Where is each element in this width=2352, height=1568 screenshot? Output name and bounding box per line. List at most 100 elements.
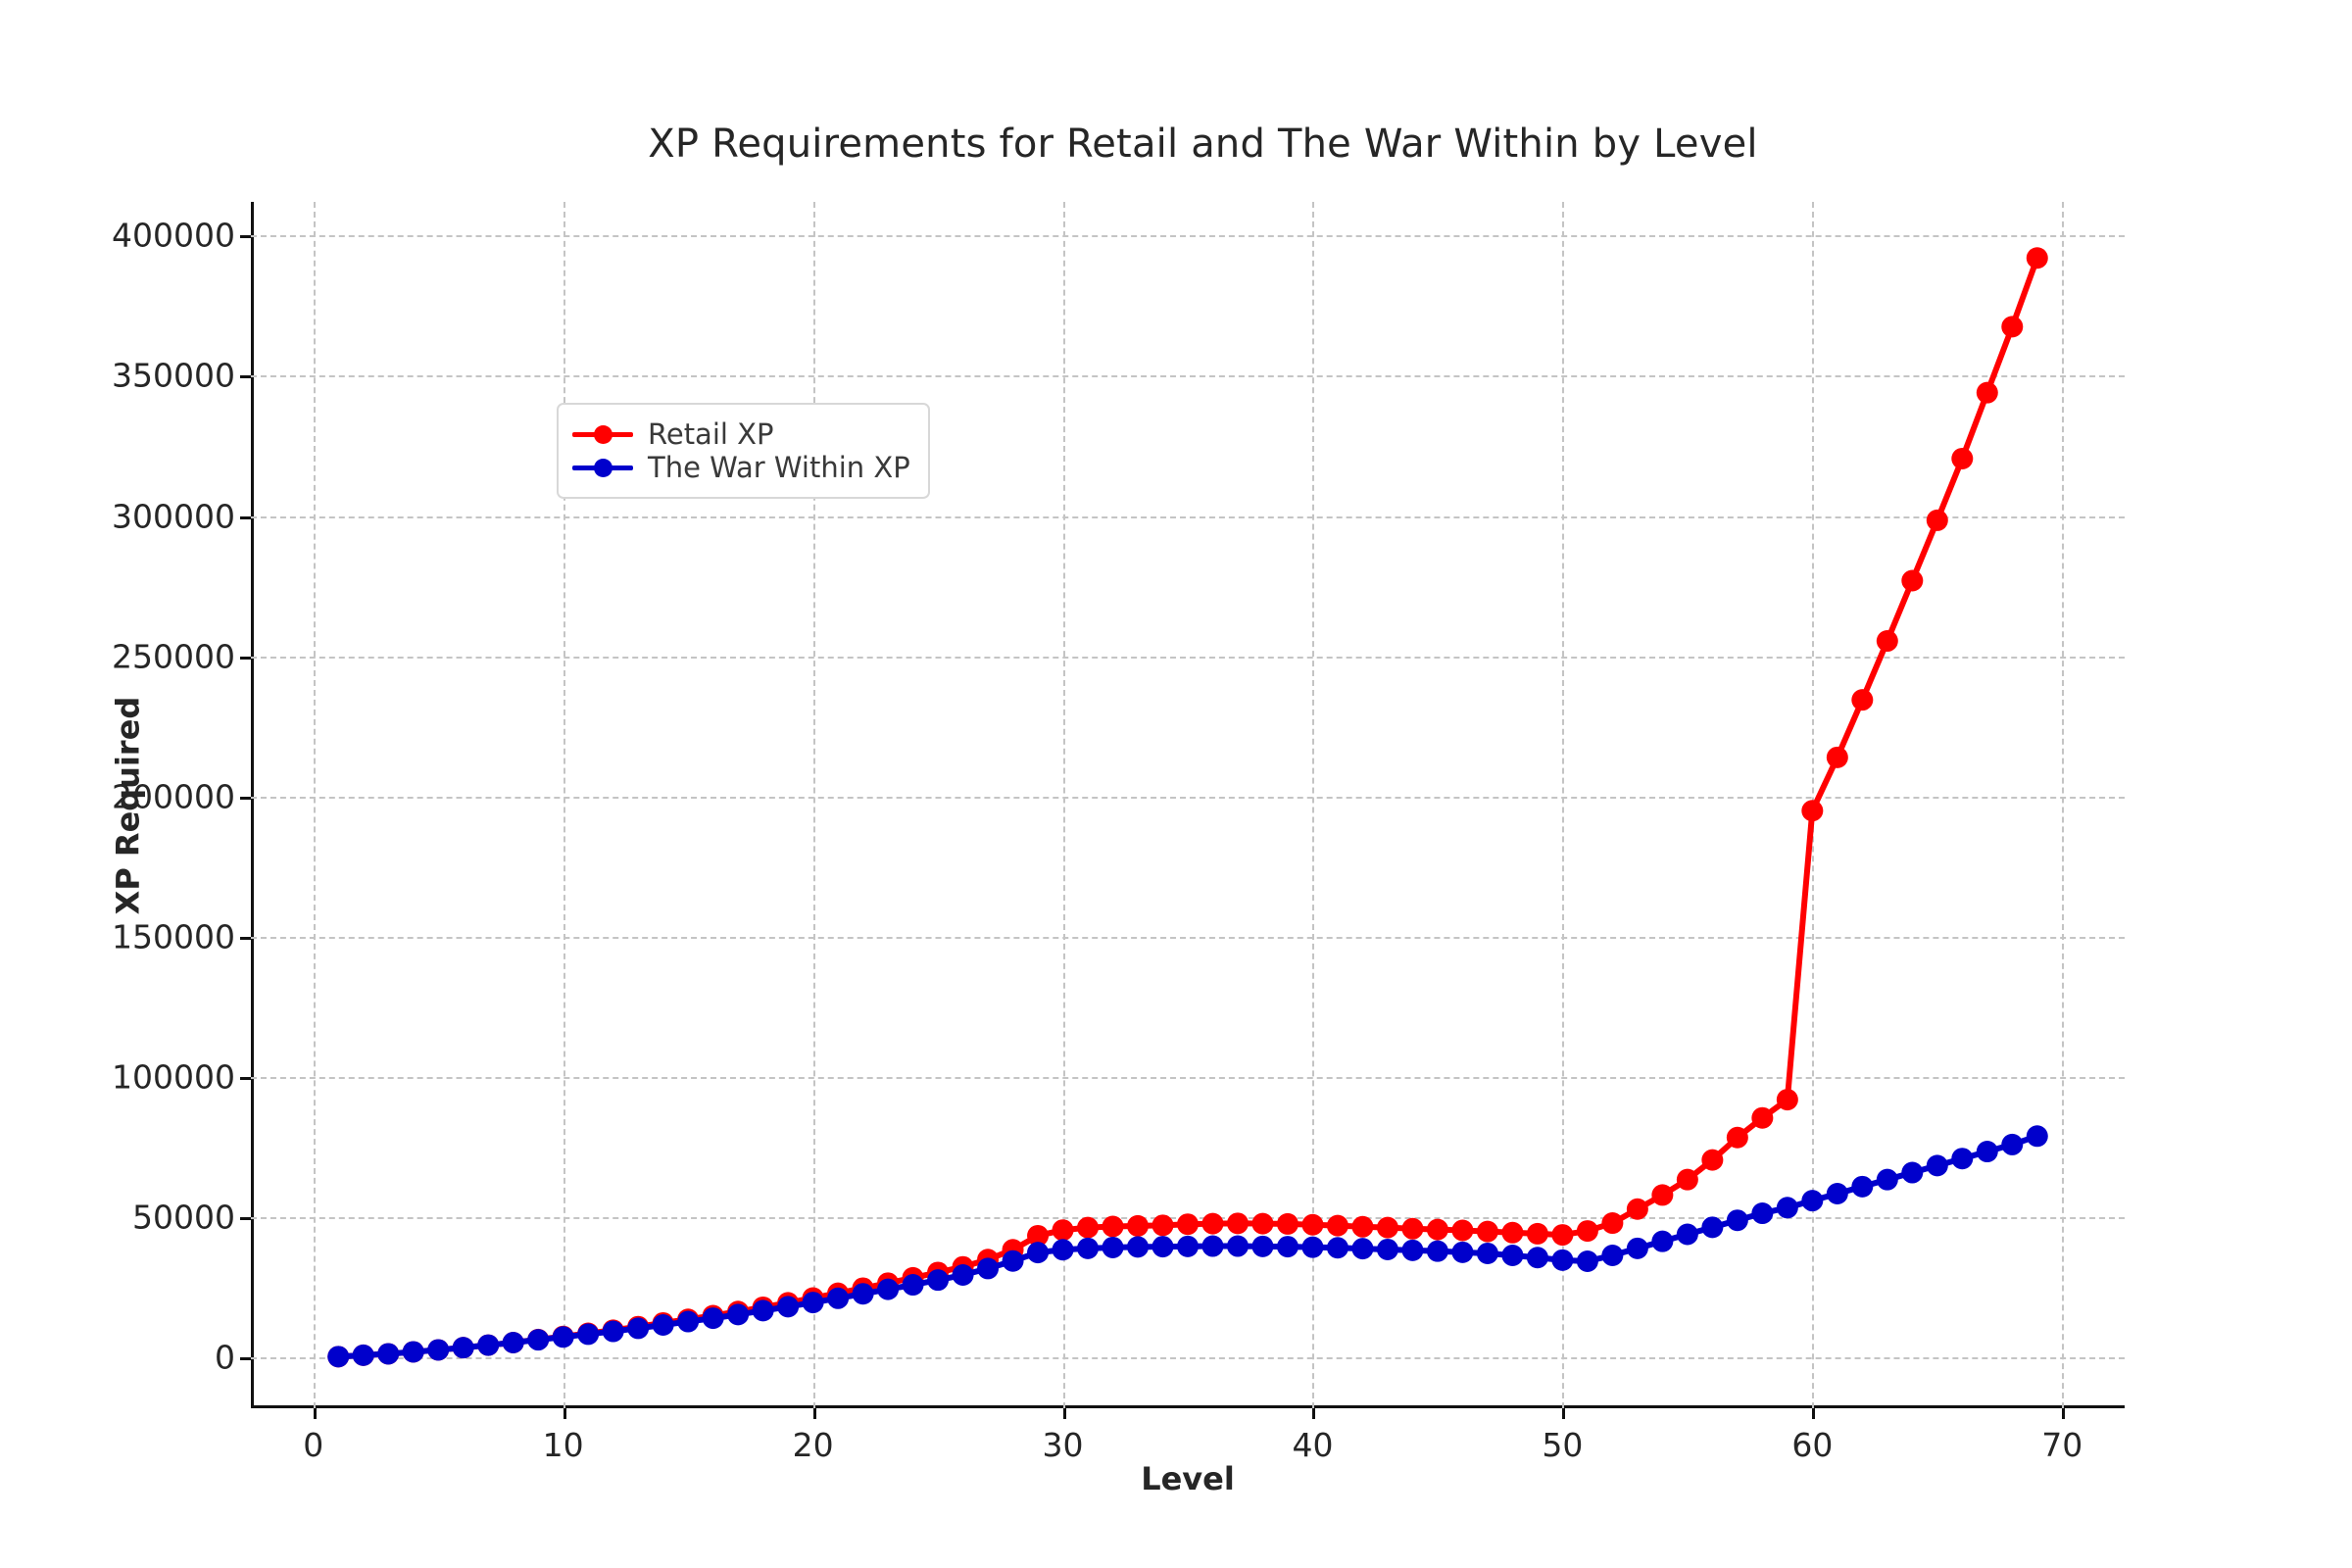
x-axis-spine [251,1405,2125,1408]
data-point [2001,1133,2024,1155]
x-axis-label: Level [1141,1460,1235,1497]
data-point [1751,1202,1774,1225]
data-point [702,1307,724,1330]
data-point [1301,1213,1324,1236]
data-point [1451,1241,1474,1263]
data-point [1576,1220,1598,1243]
data-point [377,1343,400,1365]
data-point [1626,1237,1648,1259]
data-point [977,1257,1000,1280]
data-point [952,1264,974,1287]
y-tick-label: 200000 [112,777,235,816]
data-point [1726,1126,1748,1149]
data-point [1077,1216,1100,1239]
x-tick-mark [2062,1408,2066,1419]
x-tick-label: 30 [1042,1426,1084,1464]
data-point [1376,1238,1398,1260]
data-point [1027,1224,1050,1247]
plot-area: 0 50000 100000 150000 200000 250000 300000 3500… [112,202,2125,1464]
y-tick-label: 250000 [112,637,235,676]
data-point [1776,1197,1798,1219]
data-point [1127,1214,1150,1237]
data-point [602,1320,624,1343]
y-tick-label: 300000 [112,497,235,536]
data-point [502,1332,524,1354]
data-point [1052,1239,1074,1261]
data-point [477,1334,500,1356]
legend-swatch-icon [572,457,633,478]
y-tick-mark [240,656,251,660]
legend-item[interactable]: The War Within XP [572,451,910,484]
data-point [1926,509,1948,531]
data-point [1077,1237,1100,1259]
data-point [1801,800,1824,822]
y-axis-spine [251,202,254,1408]
data-point [1351,1238,1374,1260]
data-point [777,1296,800,1318]
x-tick-label: 70 [2041,1426,2083,1464]
chart-legend: Retail XP The War Within XP [557,403,930,499]
data-point [1152,1236,1174,1258]
data-point [352,1344,374,1366]
x-tick-mark [812,1408,816,1419]
x-tick-mark [1312,1408,1316,1419]
data-point [1876,1168,1898,1191]
data-point [652,1313,674,1336]
chart-title: XP Requirements for Retail and The War W… [648,122,1758,167]
data-point [1102,1236,1124,1258]
y-tick-mark [240,1217,251,1221]
data-point [1826,1183,1848,1204]
data-point [1976,1141,1998,1163]
legend-item[interactable]: Retail XP [572,417,910,451]
y-tick-mark [240,1357,251,1361]
data-point [1276,1212,1298,1235]
legend-swatch-icon [572,423,633,445]
data-point [1626,1198,1648,1220]
data-point [1826,746,1848,768]
data-point [452,1337,474,1359]
data-point [1276,1236,1298,1258]
data-point [1002,1250,1024,1272]
data-point [852,1283,874,1305]
data-point [1851,689,1874,711]
data-point [902,1274,924,1297]
data-point [1426,1218,1448,1241]
data-point [1476,1220,1498,1243]
data-point [677,1310,700,1333]
data-point [402,1341,424,1363]
data-point [627,1317,650,1340]
data-point [1651,1230,1674,1252]
data-point [1501,1221,1524,1244]
data-point [827,1287,850,1309]
data-point [1976,381,1998,404]
y-tick-mark [240,937,251,941]
data-point [1801,1190,1824,1212]
data-point [1426,1240,1448,1262]
data-point [1676,1168,1698,1191]
data-point [577,1323,600,1346]
data-point [1451,1219,1474,1242]
x-tick-label: 10 [542,1426,584,1464]
data-point [1351,1215,1374,1238]
data-point [1102,1215,1124,1238]
data-point [1127,1236,1150,1258]
data-point [552,1326,574,1348]
data-point [327,1346,350,1368]
data-point [1551,1224,1574,1247]
data-point [752,1299,774,1322]
data-point [527,1329,550,1351]
data-point [1177,1213,1199,1236]
data-point [1951,447,1974,469]
data-point [1501,1244,1524,1266]
y-tick-mark [240,515,251,519]
x-tick-mark [563,1408,566,1419]
data-point [2001,316,2024,338]
data-point [1701,1149,1724,1171]
data-point [1526,1222,1548,1245]
legend-label: Retail XP [648,417,774,451]
y-tick-mark [240,375,251,379]
data-point [1776,1089,1798,1111]
data-point [802,1292,824,1314]
data-point [1901,569,1924,592]
